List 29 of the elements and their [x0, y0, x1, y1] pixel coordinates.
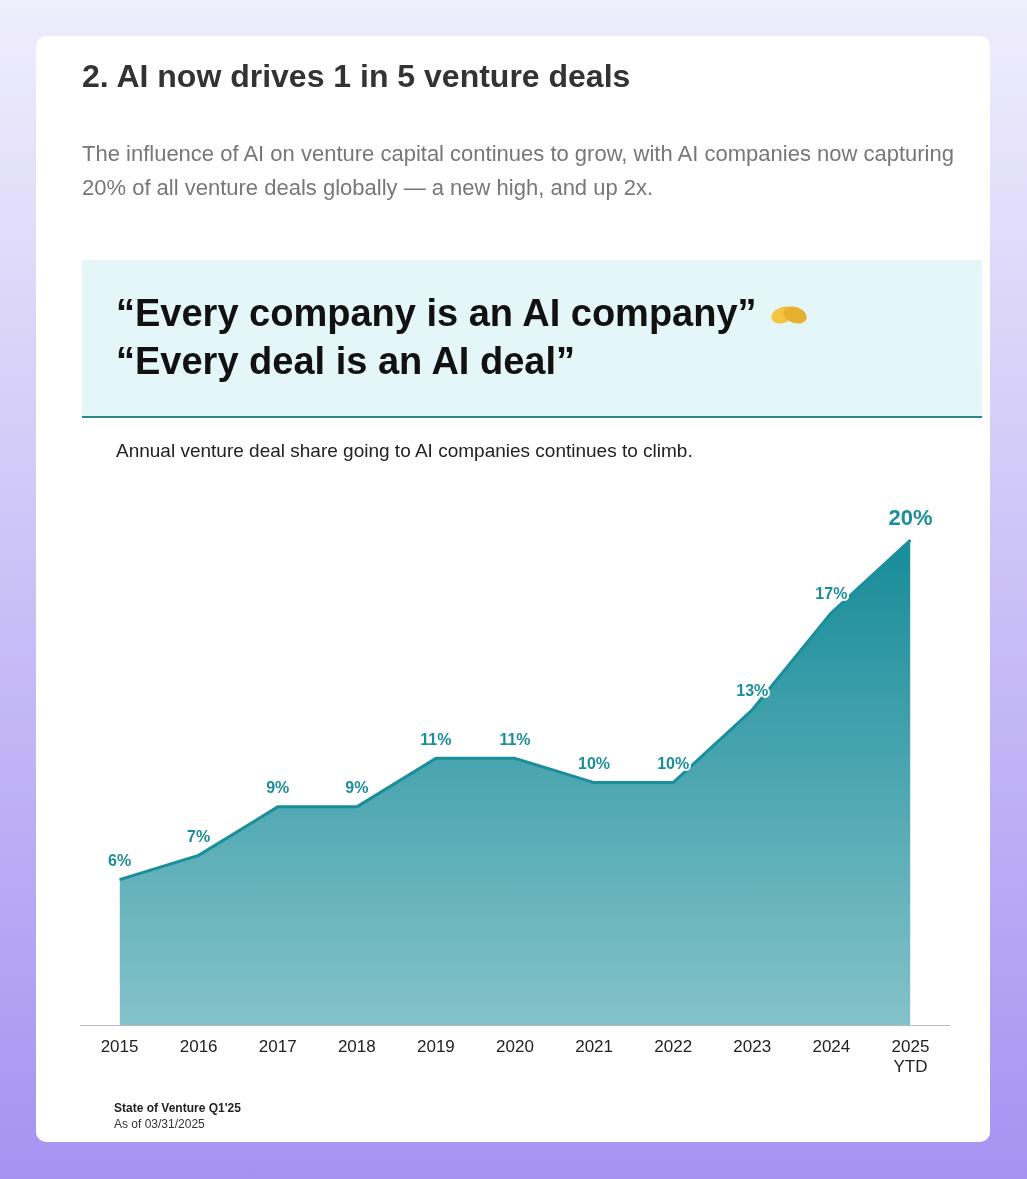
data-label: 9%: [345, 779, 369, 797]
data-label: 6%: [107, 852, 132, 870]
text: As of 03/31/2025: [114, 1117, 205, 1131]
data-label: 10%: [657, 755, 690, 773]
x-tick-label: 2017: [258, 1037, 297, 1057]
x-tick-label: 2015: [100, 1037, 139, 1057]
chart-title: 2. AI now drives 1 in 5 venture deals: [82, 58, 631, 95]
data-label: 17%: [815, 585, 848, 603]
x-tick-label: 2016: [179, 1037, 218, 1057]
x-tick-label: 2018: [337, 1037, 376, 1057]
x-tick-label: 2020: [496, 1037, 534, 1057]
x-tick-label: 2025 YTD: [891, 1037, 930, 1077]
data-label: 7%: [187, 827, 211, 845]
text: “Every deal is an AI deal”: [116, 340, 576, 383]
text: “Every company is an AI company”: [116, 292, 757, 335]
x-tick-label: 2019: [417, 1037, 455, 1057]
data-label: 11%: [499, 730, 531, 748]
data-label: 10%: [578, 755, 611, 773]
x-tick-label: 2022: [654, 1037, 693, 1057]
x-tick-label: 2021: [575, 1037, 613, 1057]
chart-subtitle: The influence of AI on venture capital continues to grow, with AI companies now capturing 20% of all venture deals globally — a new high, and up 2x.: [82, 140, 955, 202]
x-tick-label: 2024: [812, 1037, 851, 1057]
data-label: 20%: [888, 505, 933, 531]
text: Annual venture deal share going to AI companies continues to climb.: [116, 440, 693, 462]
data-label: 13%: [736, 682, 769, 700]
x-tick-label: 2023: [733, 1037, 772, 1057]
data-label: 9%: [266, 779, 290, 797]
text: State of Venture Q1'25: [114, 1101, 241, 1115]
data-label: 11%: [420, 730, 452, 748]
